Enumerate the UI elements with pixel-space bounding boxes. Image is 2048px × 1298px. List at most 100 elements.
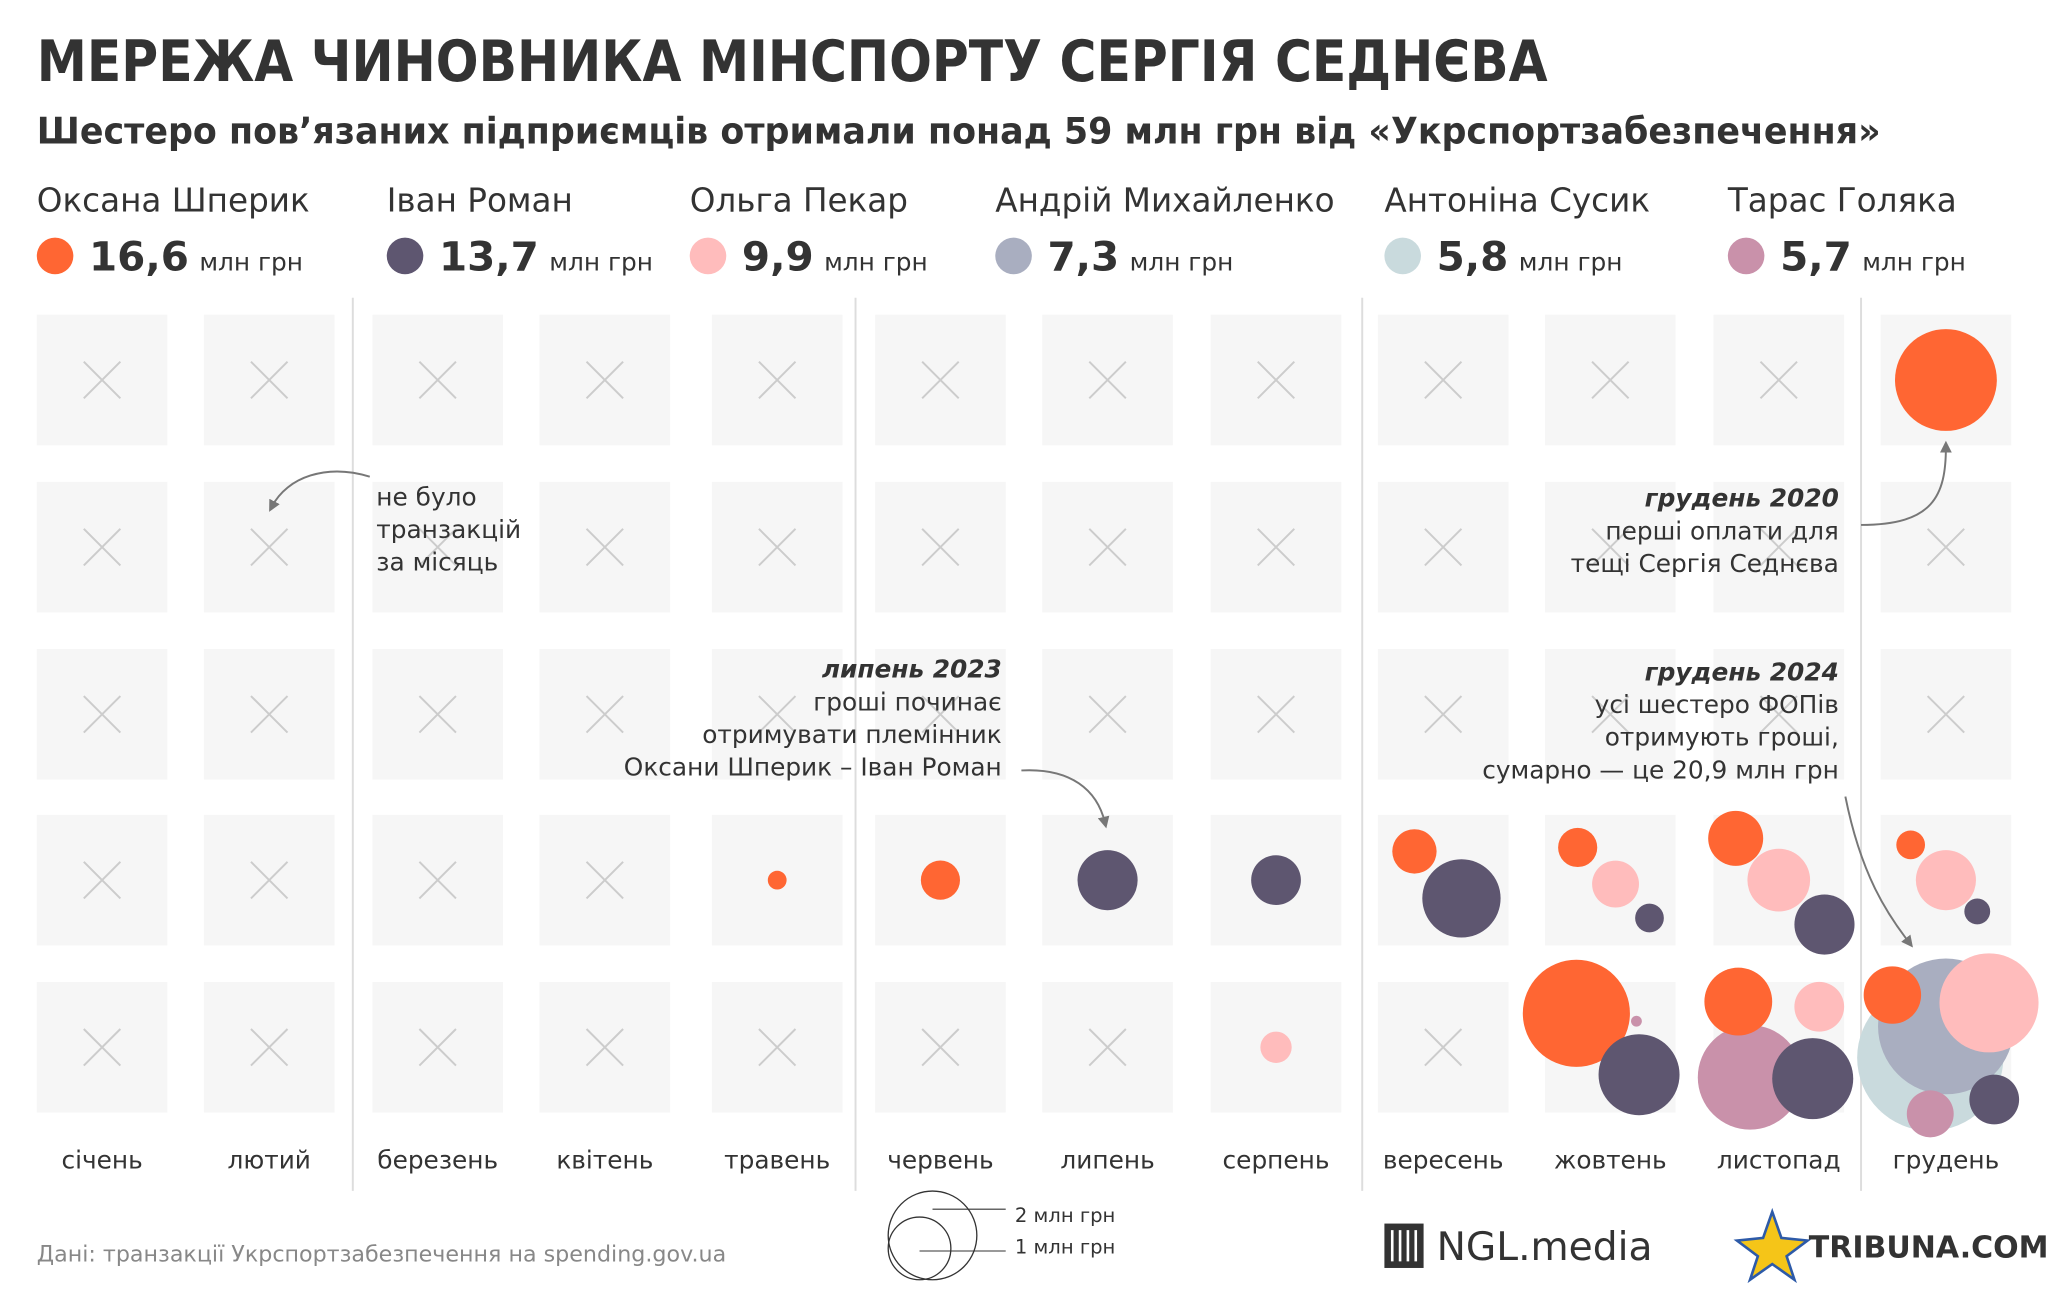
bubble <box>1422 859 1501 938</box>
bubble <box>1592 860 1639 908</box>
no-transactions-mark <box>250 695 289 734</box>
no-transactions-mark <box>418 361 457 399</box>
no-transactions-mark <box>758 361 797 399</box>
ngl-icon <box>1384 1223 1424 1268</box>
no-transactions-mark <box>585 861 624 900</box>
no-transactions-mark <box>1424 361 1463 399</box>
no-transactions-mark <box>1591 361 1630 399</box>
no-transactions-mark <box>418 528 457 567</box>
no-transactions-mark <box>83 695 122 734</box>
unit: млн грн <box>1519 247 1623 276</box>
annotation-line: усі шестеро ФОПів <box>1595 690 1839 719</box>
annotation-line: перші оплати для <box>1605 516 1838 545</box>
bubble <box>1631 1015 1642 1027</box>
month-label: листопад <box>1717 1146 1841 1175</box>
subtitle: Шестеро пов’язаних підприємців отримали … <box>37 110 1881 153</box>
no-transactions-mark <box>1926 695 1965 734</box>
bubble <box>1863 966 1922 1024</box>
no-transactions-mark <box>921 1028 960 1067</box>
bubble <box>1704 967 1773 1036</box>
no-transactions-mark <box>1759 528 1798 567</box>
person-total: 13,7 <box>439 232 539 280</box>
bubble <box>1915 850 1976 911</box>
person-total: 9,9 <box>742 232 814 280</box>
no-transactions-mark <box>1591 695 1630 734</box>
size-legend: 2 млн грн 1 млн грн <box>887 1190 1116 1281</box>
bubble <box>1969 1074 2020 1125</box>
size-legend-label: 1 млн грн <box>1015 1236 1116 1259</box>
annotation-line: транзакцій <box>376 515 521 544</box>
bubble <box>1964 898 1991 925</box>
no-transactions-mark <box>250 861 289 900</box>
arrow <box>1021 769 1110 829</box>
person-name: Антоніна Сусик <box>1384 182 1650 220</box>
annotation-line: не було <box>376 482 476 511</box>
no-transactions-mark <box>250 1028 289 1067</box>
person-name: Оксана Шперик <box>37 182 310 220</box>
unit: млн грн <box>1130 247 1234 276</box>
no-transactions-mark <box>83 861 122 900</box>
no-transactions-mark <box>921 361 960 399</box>
bubble <box>1794 981 1845 1032</box>
no-transactions-mark <box>83 528 122 567</box>
bubbles <box>767 329 2039 1138</box>
no-transactions-mark <box>250 528 289 567</box>
bubble <box>1077 850 1138 911</box>
no-transactions-mark <box>1257 361 1296 399</box>
bubble <box>1747 848 1811 912</box>
no-transactions-mark <box>83 361 122 399</box>
month-label: лютий <box>228 1146 311 1175</box>
no-transactions-mark <box>1257 695 1296 734</box>
person-total: 5,7 <box>1780 232 1852 280</box>
bubble <box>1260 1031 1292 1063</box>
month-label: жовтень <box>1554 1146 1667 1175</box>
no-transactions-mark <box>1088 695 1127 734</box>
bubble <box>1697 1025 1803 1130</box>
person-name: Андрій Михайленко <box>995 182 1334 220</box>
person-name: Ольга Пекар <box>690 182 908 220</box>
bubble <box>1939 953 2039 1053</box>
no-transactions-mark <box>418 1028 457 1067</box>
bubble <box>1894 329 1997 431</box>
person-dot <box>36 237 74 275</box>
bubble <box>1392 829 1437 874</box>
annotation-title: липень 2023 <box>822 655 1002 684</box>
no-transactions-mark <box>758 1028 797 1067</box>
no-transactions-mark <box>758 695 797 734</box>
month-label: січень <box>61 1146 142 1175</box>
no-transactions-mark <box>1088 528 1127 567</box>
unit: млн грн <box>549 247 653 276</box>
no-transactions-mark <box>1088 361 1127 399</box>
tribuna-star <box>1733 1207 1811 1284</box>
no-transactions-mark <box>758 528 797 567</box>
month-label: травень <box>724 1146 830 1175</box>
month-label: серпень <box>1223 1146 1330 1175</box>
month-label: грудень <box>1893 1146 2000 1175</box>
size-legend-circle <box>887 1216 952 1281</box>
bubble <box>1896 830 1926 860</box>
source: Дані: транзакції Укрспортзабезпечення на… <box>37 1241 726 1267</box>
annotation-line: отримувати племінник <box>702 720 1002 749</box>
arrow <box>1844 796 1913 948</box>
size-legend-circle <box>887 1190 978 1281</box>
annotation-line: за місяць <box>376 548 498 577</box>
no-transactions-mark <box>921 695 960 734</box>
no-transactions-mark <box>585 695 624 734</box>
unit: млн грн <box>824 247 928 276</box>
annotation-line: тещі Сергія Седнєва <box>1571 549 1839 578</box>
no-transactions-mark <box>585 528 624 567</box>
logo-tribuna: TRIBUNA.COM <box>1809 1231 2048 1266</box>
no-transactions-mark <box>585 1028 624 1067</box>
bubble <box>920 860 960 900</box>
bubble <box>1251 855 1301 906</box>
person-name: Тарас Голяка <box>1727 182 1957 220</box>
bubble <box>1598 1034 1680 1116</box>
bubble <box>1772 1038 1854 1120</box>
annotations: не було транзакцій за місяць липень 2023 гро… <box>269 440 1952 948</box>
month-label: квітень <box>556 1146 653 1175</box>
no-transactions-mark <box>1424 528 1463 567</box>
annotation-title: грудень 2024 <box>1645 657 1839 686</box>
no-transactions-mark <box>1424 1028 1463 1067</box>
